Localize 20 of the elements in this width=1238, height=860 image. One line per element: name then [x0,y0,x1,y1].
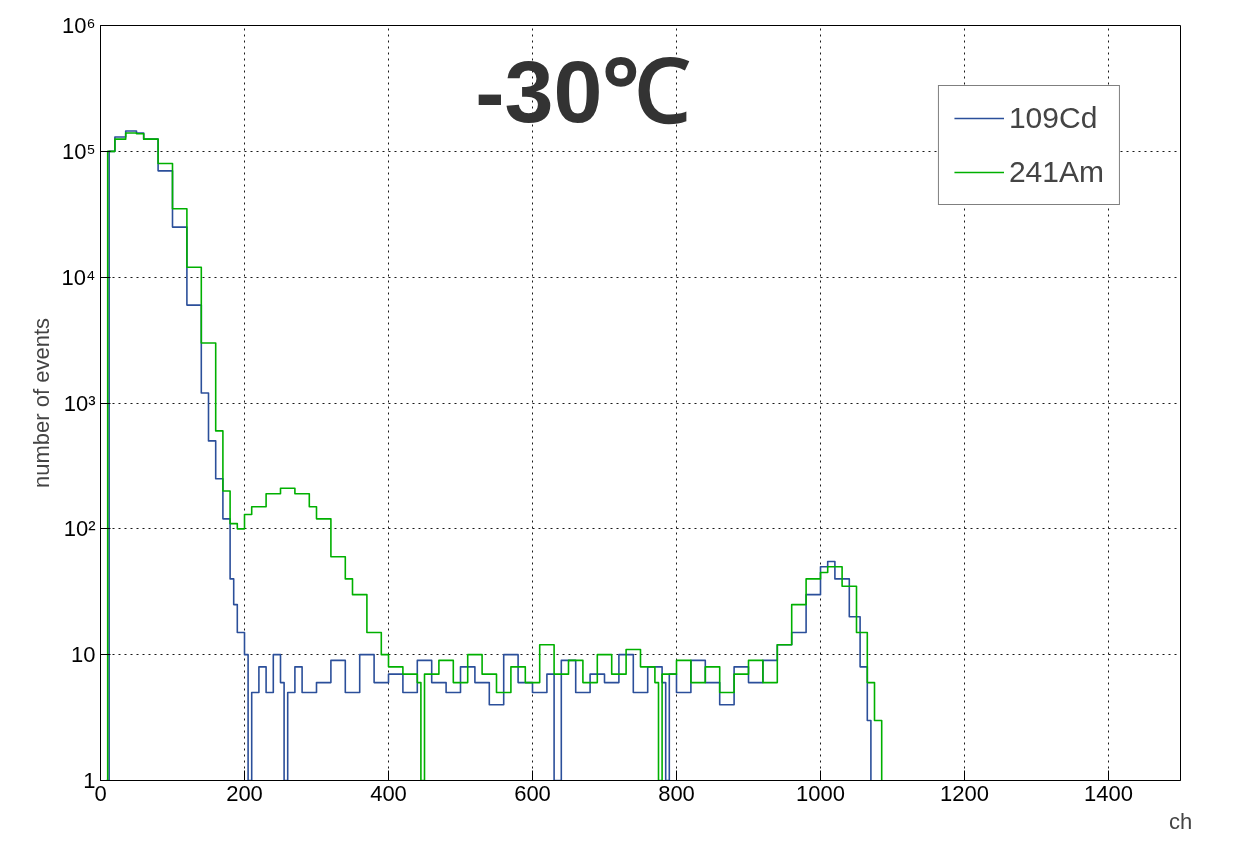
chart-title: -30℃ [475,41,691,141]
x-tick-label: 600 [514,780,551,806]
x-tick-label: 1200 [940,780,989,806]
x-axis-title: ch [1168,808,1193,834]
y-tick-label: 10 [71,642,96,668]
y-tick-label: 10² [63,516,96,542]
x-tick-label: 800 [658,780,695,806]
x-tick-label: 400 [370,780,407,806]
legend-label: 241Am [1008,155,1104,189]
x-tick-label: 200 [226,780,263,806]
y-tick-label: 10⁶ [61,13,96,38]
legend-label: 109Cd [1008,101,1098,135]
y-tick-label: 10⁵ [61,138,96,164]
y-axis-title: number of events [28,318,54,488]
x-tick-label: 0 [94,780,107,806]
y-tick-label: 10³ [63,390,96,416]
y-tick-label: 1 [83,768,96,793]
y-tick-label: 10⁴ [61,264,96,290]
x-tick-label: 1400 [1084,780,1133,806]
x-tick-label: 1000 [796,780,845,806]
